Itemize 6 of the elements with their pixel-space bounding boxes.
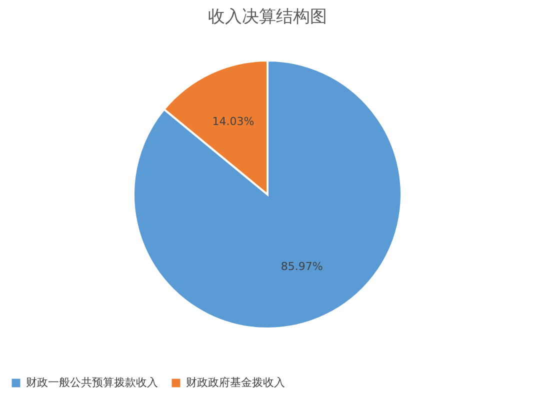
legend-label: 财政一般公共预算拨款收入 bbox=[26, 376, 158, 389]
pie-slice bbox=[132, 60, 402, 330]
legend-label: 财政政府基金拨收入 bbox=[186, 376, 285, 389]
data-label: 85.97% bbox=[280, 260, 323, 274]
chart-title: 收入决算结构图 bbox=[208, 7, 327, 27]
data-label: 14.03% bbox=[212, 114, 254, 128]
